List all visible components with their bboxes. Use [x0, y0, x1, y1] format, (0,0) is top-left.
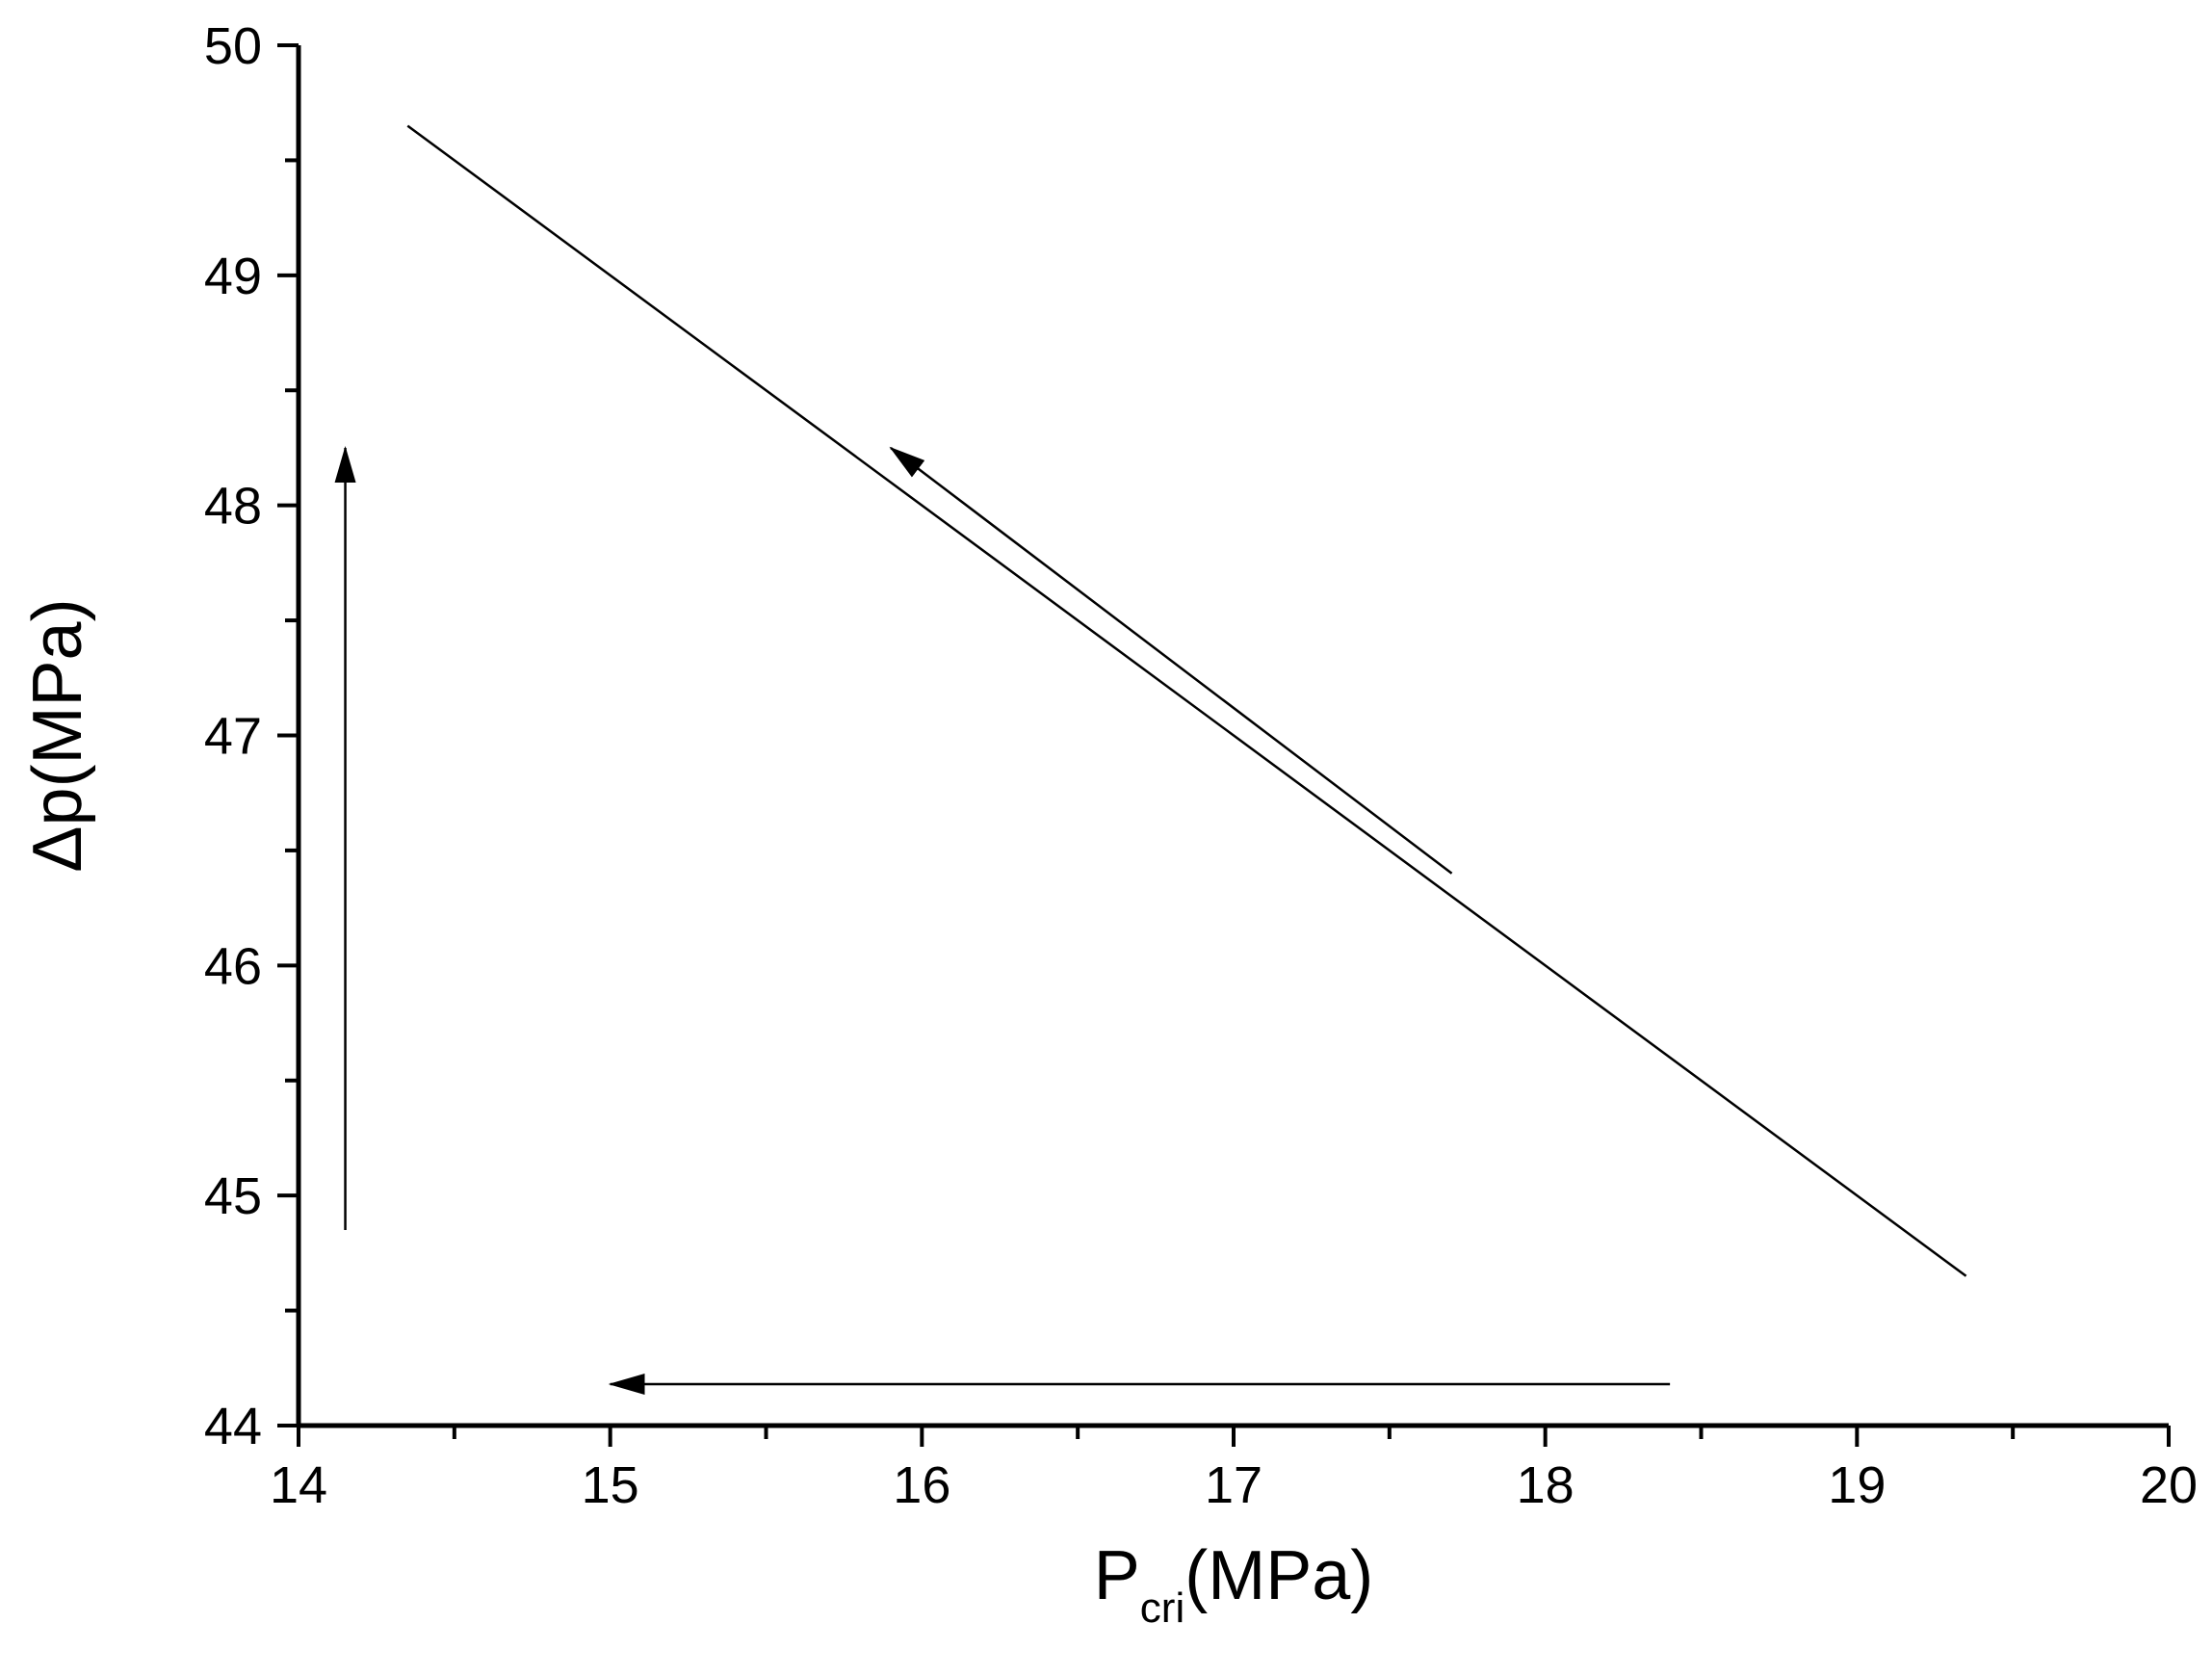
x-axis-title: Pcri(MPa): [1094, 1537, 1373, 1632]
y-tick-label: 47: [204, 708, 262, 766]
x-tick-label: 16: [893, 1456, 950, 1514]
y-axis-title: Δp(MPa): [19, 598, 96, 872]
y-tick-label: 50: [204, 17, 262, 75]
axes: 14 15 16 17 18 19 20 44 45 46 47 48 49 50: [204, 17, 2198, 1514]
plot-area: [406, 124, 1967, 1277]
series-line-0: [406, 124, 1967, 1277]
annotations: [334, 445, 1671, 1396]
annotation-arrow-1: [889, 446, 1453, 875]
y-tick-label: 48: [204, 478, 262, 536]
x-tick-label: 17: [1205, 1456, 1262, 1514]
y-tick-label: 49: [204, 248, 262, 305]
y-tick-label: 44: [204, 1398, 262, 1455]
x-tick-label: 19: [1828, 1456, 1886, 1514]
y-tick-label: 45: [204, 1167, 262, 1225]
x-tick-label: 20: [2140, 1456, 2198, 1514]
x-axis-title-main: P: [1094, 1537, 1140, 1614]
axis-titles: Pcri(MPa) Δp(MPa): [19, 598, 1373, 1632]
x-tick-label: 14: [270, 1456, 327, 1514]
x-tick-label: 15: [582, 1456, 639, 1514]
x-tick-label: 18: [1517, 1456, 1574, 1514]
x-axis-title-unit: (MPa): [1184, 1537, 1373, 1614]
x-axis-title-subscript: cri: [1140, 1584, 1184, 1632]
y-tick-label: 46: [204, 937, 262, 995]
